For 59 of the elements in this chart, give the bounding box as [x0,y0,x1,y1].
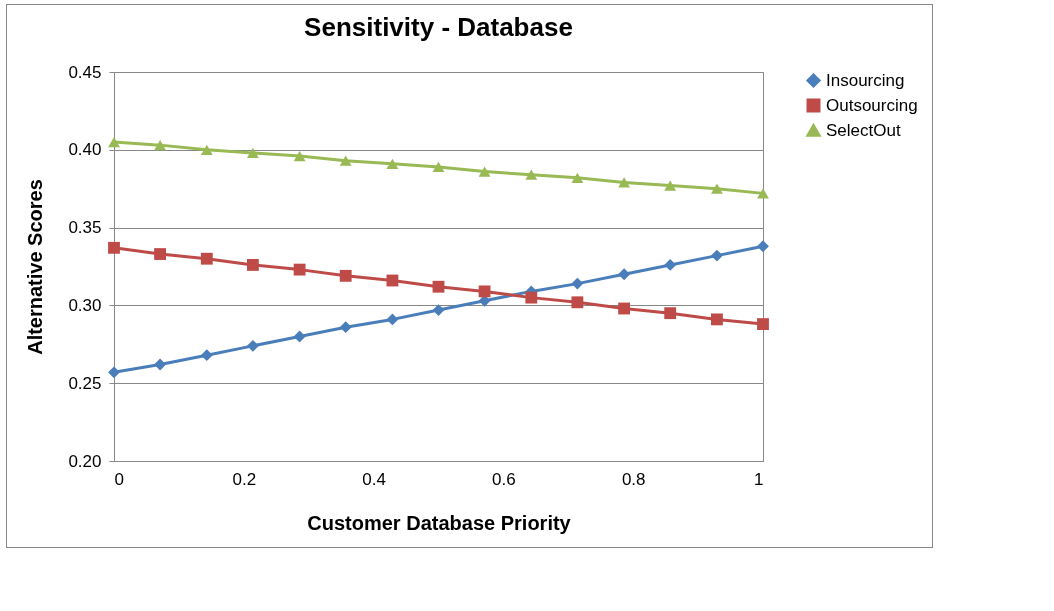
point [200,144,213,155]
legend-label: Outsourcing [826,95,918,115]
point [571,172,584,183]
point [478,285,491,298]
point [200,252,213,265]
y-tick-label: 0.45 [68,62,102,82]
x-tick-label: 0.4 [362,469,386,489]
point [757,240,769,253]
point [664,307,677,320]
point [618,302,631,315]
point [571,296,584,309]
point [711,183,723,194]
point [200,349,213,362]
point [618,177,631,188]
point [339,321,352,334]
legend-label: Insourcing [826,70,905,90]
point [154,358,166,371]
point [293,330,306,343]
y-tick-label: 0.30 [68,295,102,315]
point [246,259,259,271]
x-tick-label: 0 [114,469,124,489]
point [386,158,399,169]
point [154,248,166,260]
y-tick-label: 0.25 [68,373,102,393]
y-tick-label: 0.40 [68,140,102,160]
y-tick-label: 0.35 [68,218,102,238]
point [525,291,538,304]
point [711,249,723,262]
x-axis-title: Customer Database Priority [307,511,572,534]
point [618,268,631,281]
point [432,304,445,316]
point [108,366,120,379]
point [757,318,769,330]
point [664,259,677,271]
point [478,166,491,177]
y-axis-title: Alternative Scores [24,179,47,355]
point [108,241,120,254]
chart-title: Sensitivity - Database [304,12,573,42]
point [386,313,399,326]
point [339,155,352,166]
point [432,161,445,173]
point [432,280,445,293]
point [293,263,306,276]
point [664,180,677,191]
point [246,339,259,352]
point [246,147,259,159]
x-tick-label: 0.8 [621,469,646,489]
point [108,136,120,148]
point [711,313,723,326]
x-tick-label: 0.6 [492,469,516,489]
point [293,150,306,162]
x-tick-label: 1 [754,469,764,489]
point [339,269,352,282]
point [571,277,584,290]
point [525,169,538,180]
y-tick-label: 0.20 [68,451,102,471]
point [154,140,166,151]
x-tick-label: 0.2 [232,469,257,489]
legend-label: SelectOut [826,120,901,140]
